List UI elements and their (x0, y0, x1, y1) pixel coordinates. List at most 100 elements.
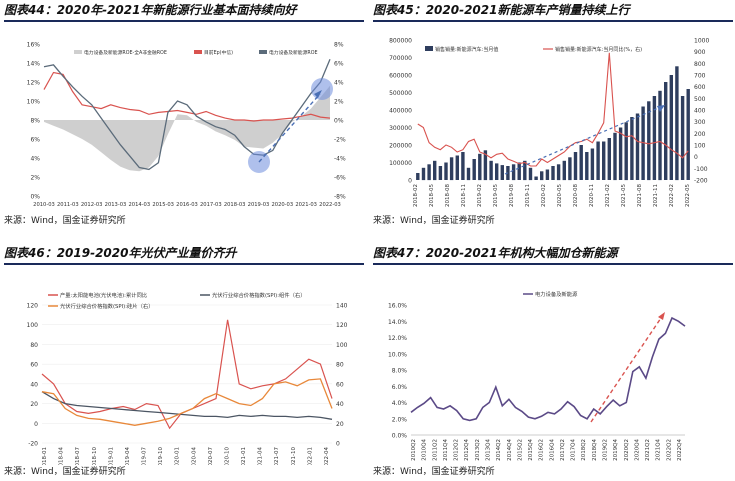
c46-x-tick: 2019-01 (108, 447, 114, 465)
c45-bar (675, 66, 679, 181)
c47-x-tick: 2011Q2 (432, 439, 438, 461)
c46-x-tick: 2020-04 (191, 447, 197, 465)
c45-y-left-tick: 0 (408, 178, 412, 185)
c44-area-series (44, 85, 330, 172)
c46-y-left-tick: 40 (30, 381, 38, 388)
c44-legend-swatch (259, 50, 267, 54)
c45-bar (545, 169, 550, 180)
c46-y-right-tick: 120 (336, 322, 348, 329)
c47-series-line (410, 316, 686, 422)
c45-bar (427, 164, 431, 181)
c47-x-tick: 2022Q4 (677, 439, 683, 461)
c45-yoy-line (417, 52, 689, 167)
c44-y-left-tick: 10% (27, 99, 41, 106)
c45-y-right-tick: 800 (694, 61, 706, 68)
c47-x-tick: 2016Q2 (539, 439, 545, 461)
c45-bar (534, 176, 538, 180)
c45-y-right-tick: 100 (694, 143, 706, 150)
c44-red-series (43, 71, 331, 122)
c44-y-left-tick: 0% (30, 194, 40, 201)
c45-bar (630, 117, 634, 180)
c44-y-left-tick: 2% (30, 175, 40, 182)
c45-x-tick: 2020-11 (589, 184, 595, 207)
c45-bar (438, 166, 443, 180)
c44-arrow-head (314, 90, 322, 98)
c45-bar (489, 160, 493, 181)
c45-bar (511, 164, 516, 181)
c45-x-tick: 2018-11 (461, 184, 467, 207)
c47-x-tick: 2012Q4 (464, 439, 470, 461)
chart-source-46: 来源：Wind，国金证券研究所 (4, 467, 126, 477)
c45-bar (540, 171, 544, 181)
c44-x-tick: 2018-03 (224, 202, 246, 208)
c44-x-tick: 2022-03 (319, 202, 341, 208)
c45-bar (568, 157, 572, 181)
c44-x-tick: 2010-03 (33, 202, 55, 208)
c44-x-tick: 2015-03 (152, 202, 174, 208)
c45-y-left-tick: 400000 (389, 108, 412, 115)
c47-x-tick: 2015Q4 (528, 438, 534, 460)
c45-y-right-tick: 600 (694, 84, 706, 91)
c45-x-tick: 2018-08 (445, 184, 451, 207)
c46-y-right-tick: 100 (336, 342, 348, 349)
c45-bar (551, 166, 555, 180)
chart-panel-44: 图表44：2020年-2021年新能源行业基本面持续向好 0% 2% 4% 6% 8% 1… (4, 0, 364, 228)
c47-x-tick: 2018Q2 (581, 439, 587, 461)
chart-panel-45: 图表45：2020-2021新能源车产销量持续上行 0 100000 200000 3… (373, 0, 733, 228)
c46-y-left-tick: 0 (34, 421, 38, 428)
c45-x-tick: 2019-02 (477, 184, 483, 207)
c45-bar (585, 152, 589, 180)
c44-x-tick: 2011-03 (57, 202, 79, 208)
c46-red-series (41, 319, 333, 430)
c45-trend-arrow (504, 105, 664, 175)
c46-x-tick: 2018-07 (75, 447, 81, 465)
c44-y-right-tick: 2% (334, 99, 344, 106)
c47-trend-arrow (590, 314, 664, 423)
c45-x-tick: 2018-05 (429, 184, 435, 207)
chart-svg-44: 0% 2% 4% 6% 8% 10% 12% 14% 16% -8% -6% -4% -2% 0% 2% 4%… (27, 42, 346, 209)
c44-legend-label: 电力设备及新能源ROE-全A非金融ROE (84, 49, 167, 56)
c46-x-tick: 2018-04 (59, 447, 65, 465)
c47-y-tick: 12.0% (388, 335, 407, 342)
c45-bar (652, 96, 657, 180)
c45-x-tick: 2021-11 (653, 184, 659, 207)
c44-y-right-tick: 8% (334, 42, 344, 49)
c45-bar (596, 141, 600, 180)
c46-x-tick: 2018-10 (92, 447, 98, 465)
c45-y-left-tick: 300000 (389, 125, 412, 132)
c45-y-left-tick: 200000 (389, 143, 412, 150)
chart-svg-46: -20 0 20 40 60 80 100 120 0 20 40 60 80 100 120 140 2018… (27, 291, 348, 465)
chart-source-47: 来源：Wind，国金证券研究所 (373, 467, 495, 477)
c45-x-tick: 2020-05 (557, 184, 563, 207)
c45-y-right-tick: 1000 (694, 38, 709, 45)
c46-x-tick: 2020-01 (175, 447, 181, 465)
c47-x-tick: 2015Q2 (517, 439, 523, 461)
c45-bar (517, 162, 521, 180)
c46-y-left-tick: 120 (27, 303, 39, 310)
c44-y-right-tick: 6% (334, 61, 344, 68)
c47-x-tick: 2022Q2 (666, 439, 672, 461)
c46-x-tick: 2018-01 (42, 447, 48, 465)
c46-x-tick: 2022-04 (324, 447, 330, 465)
c46-y-left-tick: -20 (28, 441, 38, 448)
c45-bar (680, 96, 685, 180)
c45-bar (669, 75, 673, 180)
c47-y-tick: 8.0% (392, 368, 408, 375)
c45-bar (664, 82, 668, 180)
c47-y-tick: 16.0% (388, 303, 407, 310)
c45-bar (607, 138, 611, 180)
c45-y-left-tick: 600000 (389, 73, 412, 80)
c45-bar (449, 157, 454, 181)
c46-y-right-tick: 140 (336, 303, 348, 310)
c45-y-left-tick: 500000 (389, 90, 412, 97)
c46-x-tick: 2021-10 (291, 446, 297, 465)
c46-x-tick: 2021-04 (258, 446, 264, 465)
c45-x-tick: 2021-02 (605, 184, 611, 207)
c47-y-tick: 2.0% (392, 416, 408, 423)
c45-bar (618, 127, 623, 180)
c44-x-tick: 2016-03 (176, 202, 198, 208)
c46-y-right-tick: 0 (336, 441, 340, 448)
c45-x-tick: 2022-05 (685, 184, 691, 207)
chart-title-47: 图表47：2020-2021年机构大幅加仓新能源 (373, 243, 733, 265)
c45-bar (444, 162, 448, 180)
